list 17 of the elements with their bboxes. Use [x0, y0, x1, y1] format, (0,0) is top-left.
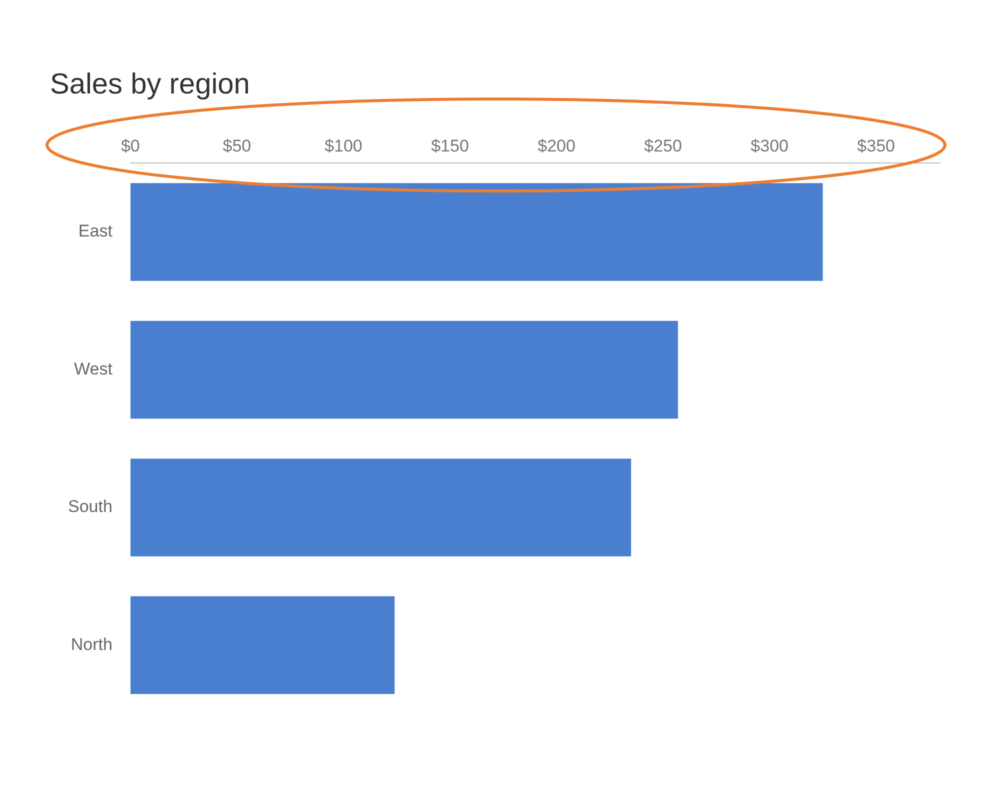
bar	[130, 183, 823, 281]
bar	[130, 458, 632, 556]
y-tick-label: East	[78, 222, 113, 241]
x-tick-label: $250	[644, 136, 682, 156]
x-tick-label: $50	[222, 136, 252, 156]
bar	[130, 596, 395, 694]
x-tick-label: $100	[324, 136, 362, 156]
bar	[130, 320, 678, 419]
y-tick-label: West	[74, 359, 113, 378]
x-tick-label: $300	[750, 136, 788, 156]
y-tick-label: North	[70, 634, 112, 654]
y-tick-label: South	[68, 497, 112, 516]
x-tick-label: $200	[538, 136, 576, 156]
x-tick-label: $150	[431, 136, 469, 156]
x-tick-label: $0	[120, 136, 140, 156]
x-tick-label: $350	[857, 136, 895, 156]
chart-title: Sales by region	[50, 68, 250, 100]
